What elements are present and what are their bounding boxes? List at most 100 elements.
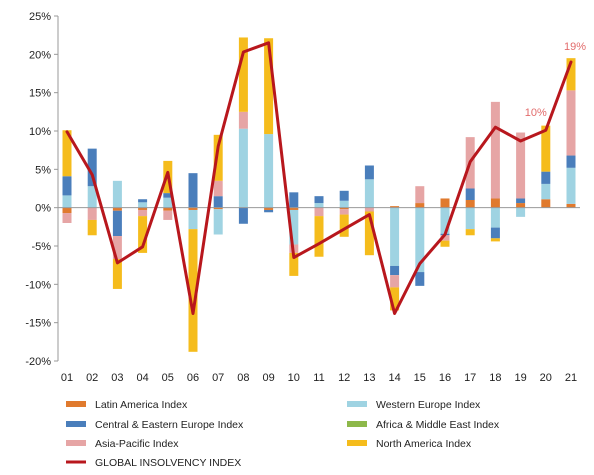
bar-segment (138, 199, 148, 203)
x-tick-label: 05 (162, 372, 174, 384)
bar-segment (213, 180, 223, 197)
bar-segment (62, 130, 72, 177)
bar-segment (163, 207, 173, 211)
bar-segment (314, 203, 324, 208)
bar-segment (112, 259, 122, 289)
x-tick-label: 06 (187, 372, 199, 384)
bar-segment (314, 207, 324, 217)
legend-label: Africa & Middle East Index (376, 419, 500, 431)
x-tick-label: 16 (439, 372, 451, 384)
bar-segment (213, 196, 223, 208)
bar-segment (516, 207, 526, 217)
bar-segment (566, 155, 576, 168)
bar-segment (289, 252, 299, 276)
y-tick-label: 25% (29, 11, 51, 23)
x-tick-label: 10 (288, 372, 300, 384)
bar-segment (213, 134, 223, 181)
bar-segment (163, 210, 173, 220)
bar-segment (490, 227, 500, 239)
x-tick-label: 03 (111, 372, 123, 384)
bar-segment (62, 195, 72, 208)
bar-segment (62, 207, 72, 214)
x-tick-label: 11 (313, 372, 324, 384)
x-tick-label: 02 (86, 372, 98, 384)
bar-segment (440, 207, 450, 234)
y-tick-label: 20% (29, 49, 51, 61)
bar-segment (390, 206, 400, 208)
bar-segment (264, 209, 274, 213)
global-index-line-layer (65, 41, 573, 315)
bar-segment (490, 101, 500, 199)
bar-segment (566, 90, 576, 156)
bar-segment (289, 207, 299, 210)
bar-segment (390, 275, 400, 288)
bar-segment (112, 210, 122, 237)
bar-segment (440, 240, 450, 247)
bar-segment (238, 111, 248, 129)
bar-segment (238, 207, 248, 224)
bar-segment (465, 188, 475, 200)
bar-segment (490, 207, 500, 228)
bar-segment (339, 214, 349, 237)
x-tick-label: 17 (464, 372, 476, 384)
bar-segment (415, 207, 425, 273)
bar-segment (138, 216, 148, 253)
bar-segment (112, 207, 122, 211)
bar-segment (516, 203, 526, 208)
bar-segment (314, 216, 324, 257)
bar-segment (364, 179, 374, 208)
bar-segment (138, 209, 148, 217)
legend-label: Latin America Index (95, 399, 188, 411)
bar-segment (188, 207, 198, 210)
x-tick-label: 07 (212, 372, 224, 384)
bar-segment (87, 207, 97, 220)
y-tick-label: 10% (29, 126, 51, 138)
legend-label: North America Index (376, 438, 472, 450)
bar-segment (314, 196, 324, 204)
bar-segment (238, 128, 248, 208)
bar-segment (213, 209, 223, 235)
bar-segment (516, 198, 526, 204)
y-tick-label: -15% (25, 318, 51, 330)
legend-label: Western Europe Index (376, 399, 481, 411)
bar-segment (566, 58, 576, 91)
value-annotation: 19% (564, 41, 586, 53)
bar-segment (541, 183, 551, 200)
bar-segment (188, 173, 198, 208)
legend-label: GLOBAL INSOLVENCY INDEX (95, 457, 241, 469)
y-tick-label: 0% (35, 203, 51, 215)
legend-swatch (347, 440, 367, 446)
bar-segment (213, 207, 223, 210)
bar-segment (390, 265, 400, 276)
axes: -20% -15% -10% -5% 0% 5% 10% 15% 20% 25% 01 02 03 04 0… (25, 11, 577, 384)
bar-segment (566, 203, 576, 208)
bar-segment (465, 207, 475, 230)
bar-segment (87, 219, 97, 236)
bar-segment (415, 186, 425, 204)
x-tick-label: 18 (489, 372, 501, 384)
bar-segment (163, 193, 173, 198)
bar-segment (541, 125, 551, 172)
y-tick-label: 15% (29, 88, 51, 100)
y-tick-label: -20% (25, 356, 51, 368)
bar-segment (289, 209, 299, 245)
bar-segment (339, 190, 349, 201)
x-tick-label: 09 (262, 372, 274, 384)
bar-segment (541, 199, 551, 208)
bar-segment (138, 207, 148, 210)
bar-segment (112, 180, 122, 208)
bar-segment (566, 167, 576, 204)
bar-segment (415, 203, 425, 208)
bar-segment (188, 229, 198, 352)
legend-swatch (347, 421, 367, 427)
bar-segment (112, 236, 122, 260)
bar-segment (364, 211, 374, 256)
bar-segment (62, 213, 72, 223)
bar-segment (163, 197, 173, 208)
x-tick-label: 08 (237, 372, 249, 384)
legend: Latin America Index Western Europe Index C… (66, 399, 500, 469)
legend-swatch (347, 401, 367, 407)
x-tick-label: 01 (61, 372, 73, 384)
bar-segment (490, 198, 500, 208)
